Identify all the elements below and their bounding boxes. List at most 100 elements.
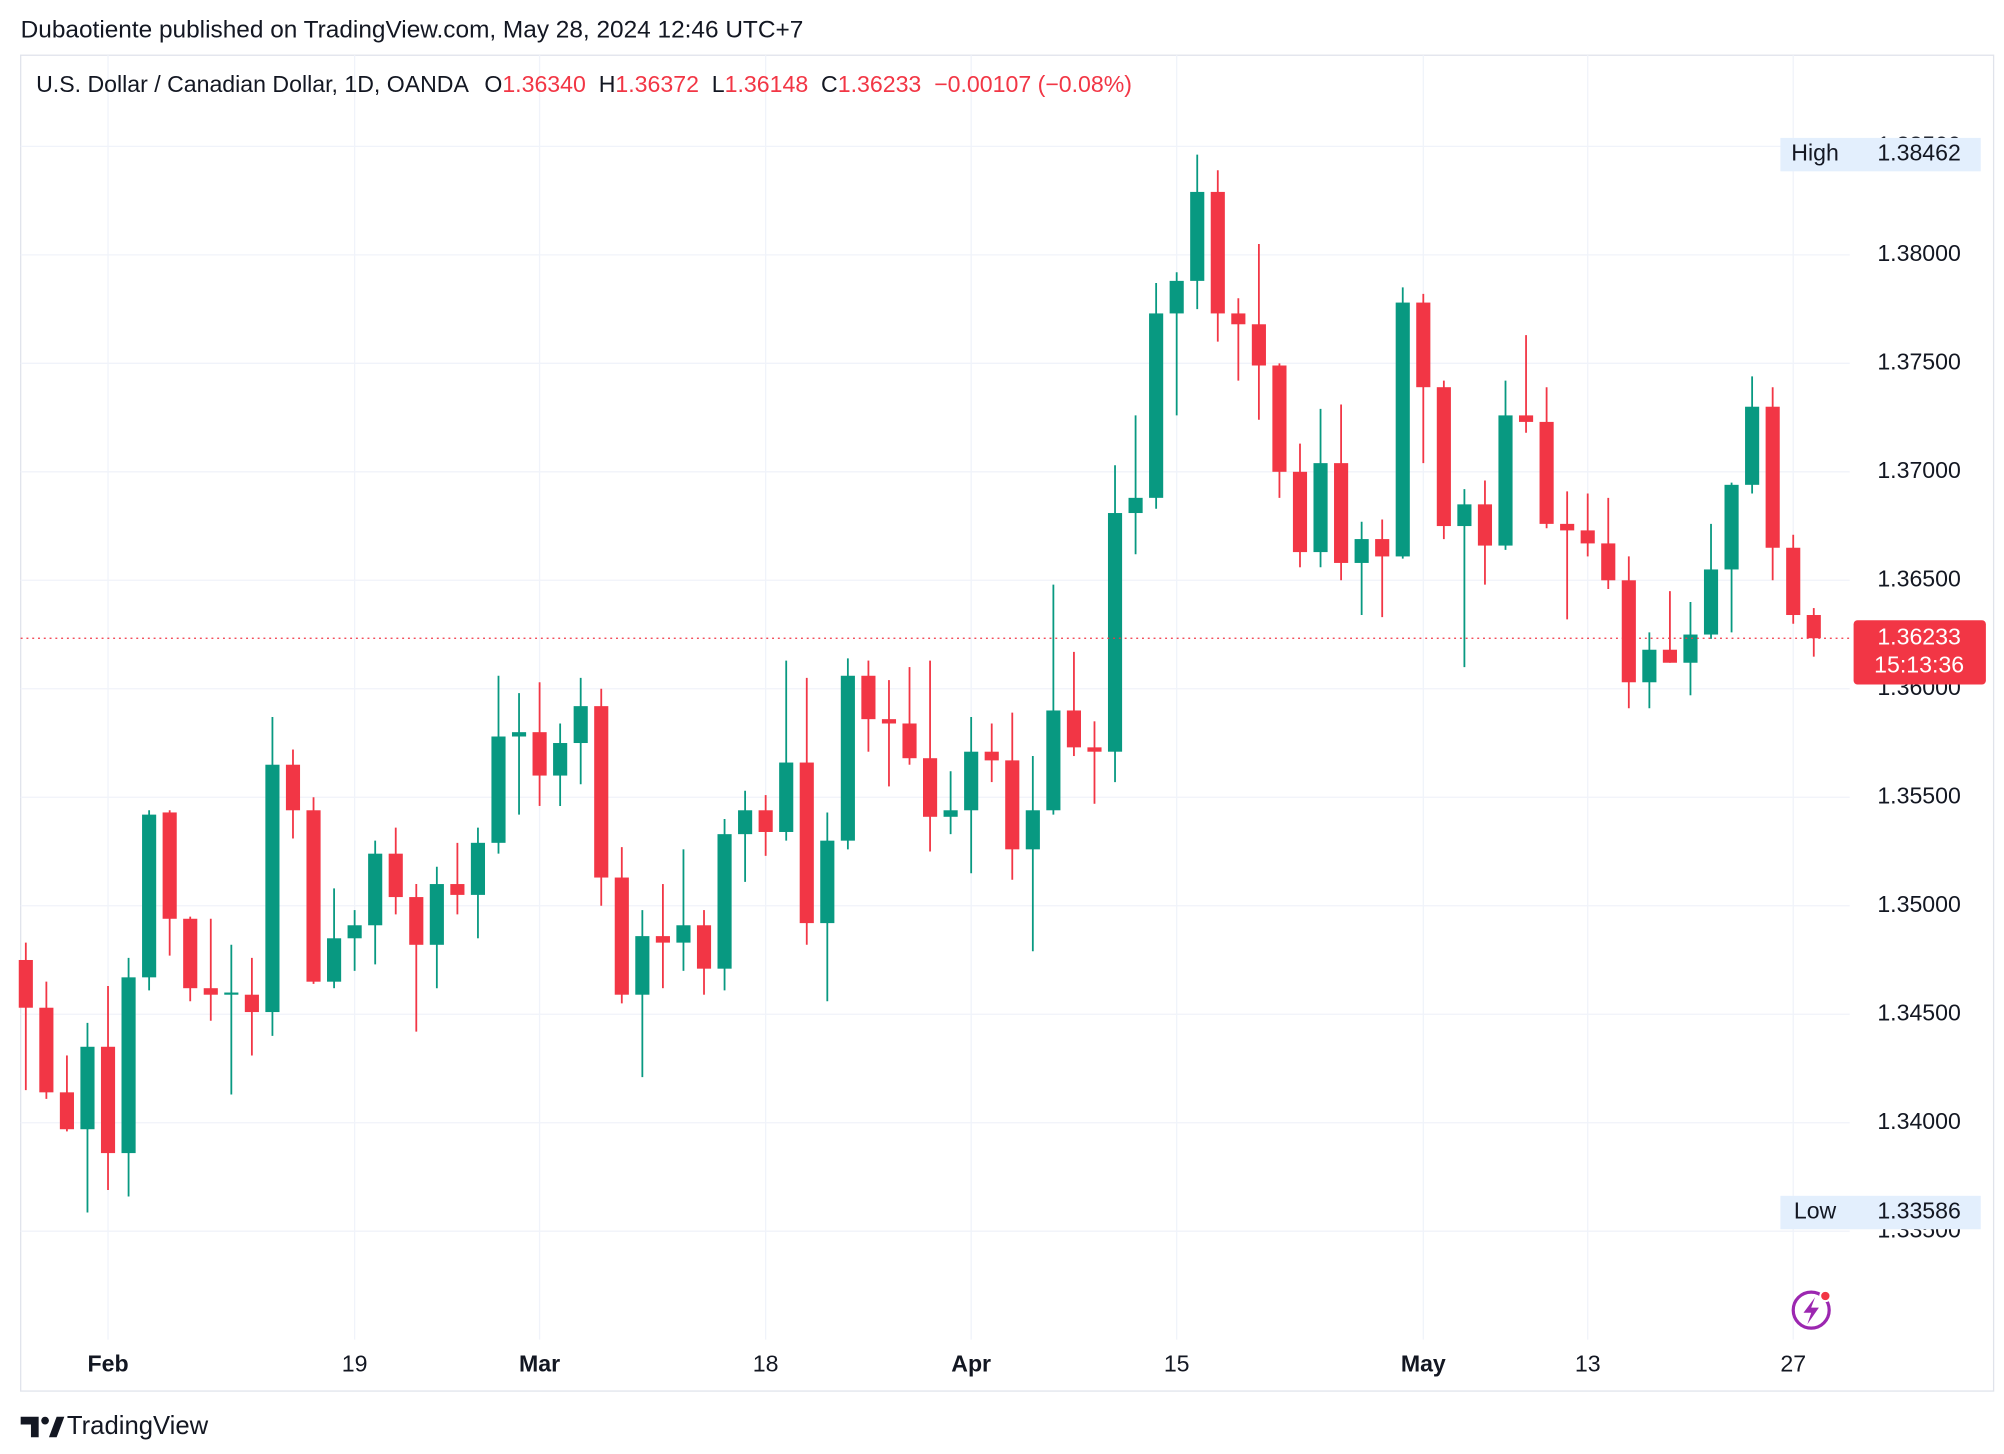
candle-body	[388, 853, 403, 898]
candle-body	[614, 877, 629, 995]
candle-body	[1518, 415, 1534, 422]
x-tick-label: Apr	[951, 1350, 991, 1376]
legend-change: −0.00107 (−0.08%)	[934, 71, 1132, 97]
candle-body	[1724, 484, 1739, 570]
x-tick-label: 15	[1164, 1350, 1190, 1376]
candle-body	[285, 764, 301, 811]
candle-body	[1046, 710, 1061, 811]
legend-value: 1.36340	[502, 71, 586, 97]
candle-body	[162, 812, 177, 919]
candle-body	[1395, 302, 1410, 557]
candle-body	[265, 764, 280, 1013]
candle-body	[964, 751, 979, 811]
candle-body	[429, 884, 444, 945]
last-price-label: 1.36233	[1877, 623, 1961, 649]
extreme-badge	[1780, 1195, 1981, 1230]
candle-body	[100, 1046, 116, 1154]
candle-body	[1107, 513, 1123, 752]
candle-body	[1313, 463, 1328, 553]
candle-body	[1128, 497, 1143, 514]
candles	[18, 154, 1821, 1213]
x-tick-label: Mar	[519, 1350, 560, 1376]
candle-body	[984, 751, 999, 761]
candle-body	[59, 1092, 74, 1130]
x-tick-label: May	[1401, 1350, 1446, 1376]
y-tick-label: 1.37500	[1877, 348, 1961, 374]
candle-body	[1087, 747, 1102, 752]
overlay: 1.36233 15:13:36 High 1.38462 Low 1.33586	[20, 137, 1986, 1230]
legend-key: L	[712, 71, 725, 97]
candle-body	[1231, 313, 1246, 325]
candle-body	[799, 762, 814, 924]
candle-body	[203, 988, 218, 995]
candle-body	[1806, 615, 1821, 639]
x-tick-label: Feb	[87, 1350, 128, 1376]
candle-body	[532, 732, 547, 776]
chart-frame	[20, 54, 1995, 1392]
extreme-label: Low	[1794, 1198, 1837, 1224]
legend-key: H	[599, 71, 616, 97]
countdown-label: 15:13:36	[1874, 652, 1964, 678]
candle-body	[1292, 471, 1308, 553]
candle-body	[779, 762, 794, 832]
last-price-badge	[1853, 620, 1986, 685]
candle-body	[1375, 539, 1390, 557]
candle-body	[142, 814, 157, 978]
candle-body	[1560, 523, 1575, 531]
candle-body	[1190, 191, 1205, 281]
candle-body	[1642, 649, 1657, 683]
candle-body	[491, 736, 506, 843]
candle-body	[1210, 191, 1225, 314]
candle-body	[450, 884, 465, 895]
candle-body	[327, 938, 342, 982]
candle-body	[1436, 387, 1451, 527]
candle-body	[1601, 543, 1616, 581]
candle-body	[18, 959, 33, 1008]
candle-body	[306, 810, 321, 982]
candle-body	[1703, 569, 1719, 635]
candle-body	[820, 840, 835, 924]
candle-body	[1621, 580, 1636, 683]
candle-body	[409, 897, 424, 945]
candle-body	[1066, 710, 1081, 748]
candle-body	[696, 925, 712, 969]
candle-body	[758, 810, 773, 832]
candle-body	[1477, 504, 1493, 546]
extreme-badge	[1780, 137, 1981, 172]
candle-body	[1580, 530, 1595, 544]
candle-body	[121, 977, 136, 1154]
candle-body	[470, 842, 486, 895]
candle-body	[183, 918, 198, 989]
candle-body	[1334, 463, 1349, 563]
candle-body	[861, 675, 876, 720]
legend: U.S. Dollar / Canadian Dollar, 1D, OANDA…	[36, 71, 1132, 97]
candle-body	[1272, 365, 1287, 472]
x-tick-label: 19	[342, 1350, 368, 1376]
candle-body	[573, 706, 588, 744]
x-tick-label: 27	[1780, 1350, 1806, 1376]
candle-body	[881, 719, 897, 724]
y-tick-label: 1.35500	[1877, 782, 1961, 808]
candle-body	[655, 936, 670, 943]
legend-key: C	[821, 71, 838, 97]
candle-body	[840, 675, 855, 841]
y-tick-label: 1.34000	[1877, 1108, 1961, 1134]
candle-body	[1169, 280, 1184, 314]
legend-value: 1.36372	[615, 71, 699, 97]
candle-body	[1025, 810, 1040, 850]
candle-body	[347, 925, 362, 939]
candle-body	[244, 994, 259, 1013]
y-tick-label: 1.38000	[1877, 240, 1961, 266]
publisher-header: Dubaotiente published on TradingView.com…	[21, 16, 804, 43]
candle-body	[594, 706, 609, 878]
candle-body	[368, 853, 383, 926]
footer-brand: TradingView	[67, 1412, 209, 1440]
y-tick-label: 1.36500	[1877, 565, 1961, 591]
x-tick-label: 13	[1575, 1350, 1601, 1376]
candle-body	[1354, 539, 1369, 563]
extreme-label: High	[1791, 140, 1839, 166]
candle-body	[1498, 415, 1513, 546]
